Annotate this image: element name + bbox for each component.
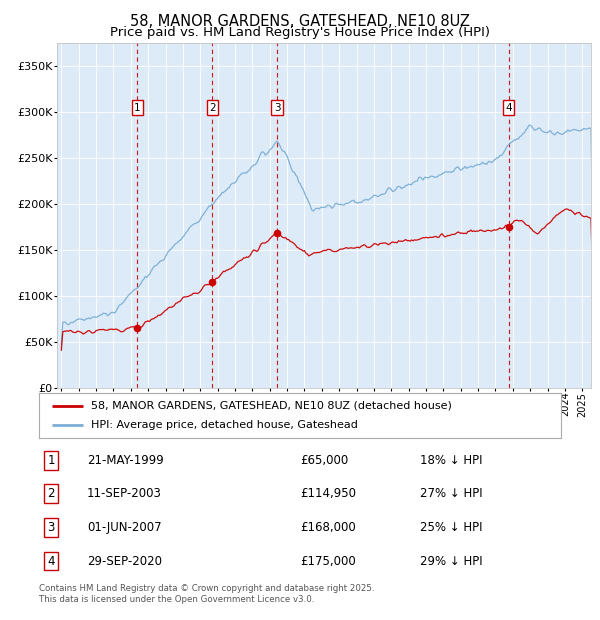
Text: 11-SEP-2003: 11-SEP-2003: [87, 487, 162, 500]
Text: 4: 4: [47, 554, 55, 567]
Text: This data is licensed under the Open Government Licence v3.0.: This data is licensed under the Open Gov…: [39, 595, 314, 604]
Text: £175,000: £175,000: [300, 554, 356, 567]
Text: 27% ↓ HPI: 27% ↓ HPI: [420, 487, 482, 500]
Text: 3: 3: [274, 103, 280, 113]
Text: 3: 3: [47, 521, 55, 534]
Text: 29% ↓ HPI: 29% ↓ HPI: [420, 554, 482, 567]
Text: 29-SEP-2020: 29-SEP-2020: [87, 554, 162, 567]
Text: 21-MAY-1999: 21-MAY-1999: [87, 454, 164, 467]
Text: £65,000: £65,000: [300, 454, 348, 467]
Text: £168,000: £168,000: [300, 521, 356, 534]
Text: Contains HM Land Registry data © Crown copyright and database right 2025.: Contains HM Land Registry data © Crown c…: [39, 584, 374, 593]
Text: 1: 1: [47, 454, 55, 467]
Text: £114,950: £114,950: [300, 487, 356, 500]
Text: 18% ↓ HPI: 18% ↓ HPI: [420, 454, 482, 467]
Text: 4: 4: [505, 103, 512, 113]
Text: Price paid vs. HM Land Registry's House Price Index (HPI): Price paid vs. HM Land Registry's House …: [110, 26, 490, 39]
Text: 01-JUN-2007: 01-JUN-2007: [87, 521, 161, 534]
Text: 25% ↓ HPI: 25% ↓ HPI: [420, 521, 482, 534]
Text: 58, MANOR GARDENS, GATESHEAD, NE10 8UZ: 58, MANOR GARDENS, GATESHEAD, NE10 8UZ: [130, 14, 470, 29]
Text: HPI: Average price, detached house, Gateshead: HPI: Average price, detached house, Gate…: [91, 420, 358, 430]
Text: 2: 2: [47, 487, 55, 500]
Text: 58, MANOR GARDENS, GATESHEAD, NE10 8UZ (detached house): 58, MANOR GARDENS, GATESHEAD, NE10 8UZ (…: [91, 401, 452, 410]
Text: 1: 1: [134, 103, 141, 113]
Text: 2: 2: [209, 103, 215, 113]
